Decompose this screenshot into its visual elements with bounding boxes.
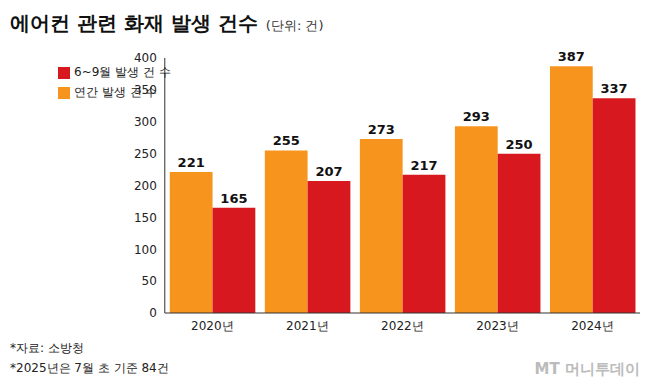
svg-text:0: 0: [149, 306, 157, 320]
svg-text:2020년: 2020년: [191, 319, 234, 333]
svg-text:250: 250: [134, 147, 157, 161]
svg-text:2021년: 2021년: [286, 319, 329, 333]
svg-text:217: 217: [410, 158, 437, 173]
svg-text:400: 400: [134, 51, 157, 65]
svg-text:250: 250: [505, 137, 532, 152]
svg-text:100: 100: [134, 243, 157, 257]
svg-text:207: 207: [315, 164, 342, 179]
svg-text:200: 200: [134, 179, 157, 193]
svg-text:387: 387: [558, 49, 585, 64]
svg-text:2023년: 2023년: [476, 319, 519, 333]
svg-text:293: 293: [463, 109, 490, 124]
svg-text:165: 165: [220, 191, 247, 206]
svg-text:221: 221: [178, 155, 205, 170]
svg-text:255: 255: [273, 133, 300, 148]
svg-text:273: 273: [368, 122, 395, 137]
svg-text:350: 350: [134, 83, 157, 97]
svg-text:337: 337: [601, 81, 628, 96]
svg-text:2022년: 2022년: [381, 319, 424, 333]
svg-text:50: 50: [142, 274, 157, 288]
svg-text:2024년: 2024년: [571, 319, 614, 333]
svg-text:300: 300: [134, 115, 157, 129]
svg-text:150: 150: [134, 211, 157, 225]
